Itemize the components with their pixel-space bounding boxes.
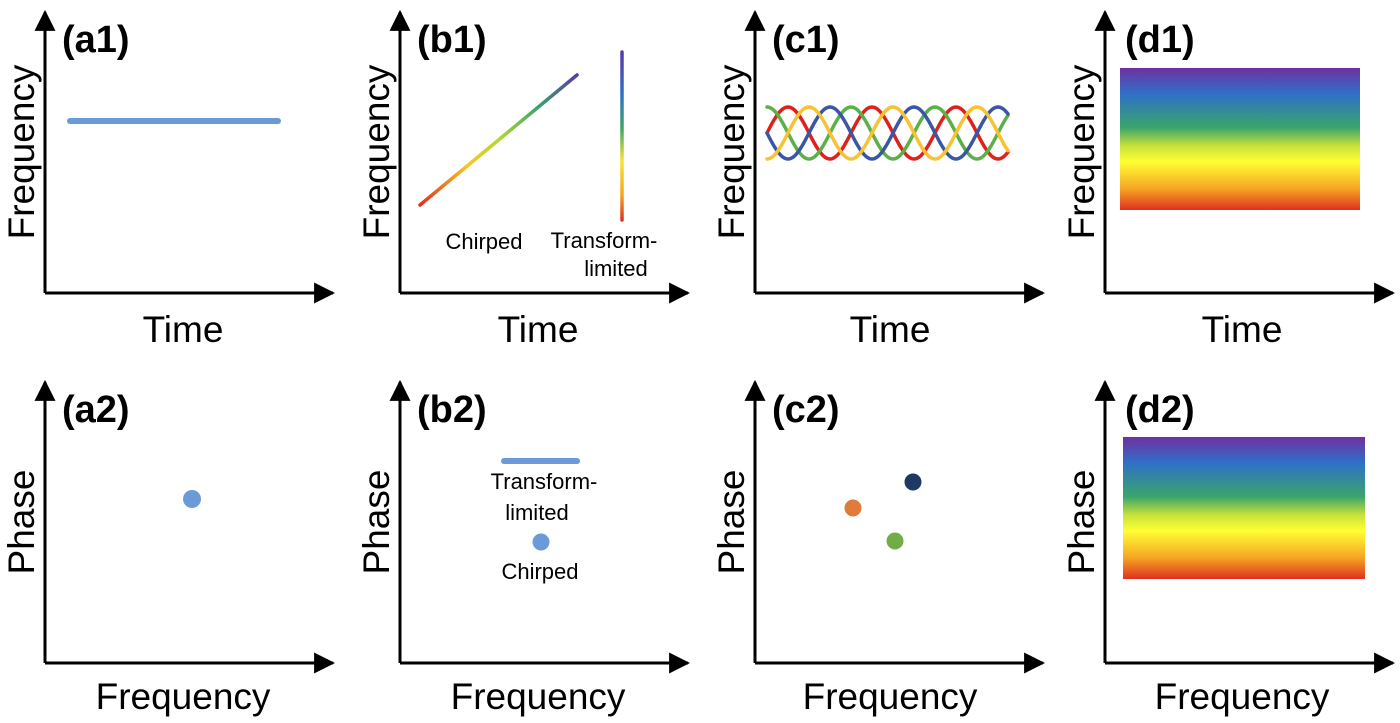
d2-x-axis-title: Frequency — [1155, 676, 1330, 717]
c1-blue-wave — [765, 105, 1010, 161]
c1-x-axis-title: Time — [850, 309, 931, 350]
c1-panel-label: (c1) — [772, 19, 840, 61]
c2-y-axis-title: Phase — [711, 470, 752, 575]
b2-chirped-annotation: Chirped — [501, 559, 578, 584]
c2-panel-label: (c2) — [772, 389, 840, 431]
a2-phase-point — [183, 490, 201, 508]
d2-panel-label: (d2) — [1125, 389, 1195, 431]
c1-green-wave — [765, 105, 1010, 161]
b2-x-axis-title: Frequency — [451, 676, 626, 717]
c2-x-axis-title: Frequency — [803, 676, 978, 717]
b1-chirped-sweep-line — [418, 73, 579, 207]
b1-y-axis-title: Frequency — [356, 64, 397, 239]
a2-x-axis-title: Frequency — [96, 676, 271, 717]
c1-red-wave — [765, 105, 1010, 161]
c1-yellow-wave — [765, 105, 1010, 161]
b2-y-axis-title: Phase — [356, 470, 397, 575]
b1-transform-limited-annotation-line1: Transform- — [551, 228, 658, 253]
b2-panel-label: (b2) — [417, 389, 487, 431]
d1-y-axis-title: Frequency — [1061, 64, 1102, 239]
a1-panel-label: (a1) — [62, 19, 130, 61]
b2-transform-limited-annotation-line1: Transform- — [491, 469, 598, 494]
c1-wave-group — [765, 105, 1010, 161]
d1-x-axis-title: Time — [1202, 309, 1283, 350]
a2-panel-label: (a2) — [62, 389, 130, 431]
panel-a2: (a2) Phase Frequency — [1, 379, 336, 717]
b1-panel-label: (b1) — [417, 19, 487, 61]
c2-navy-phase-point — [904, 473, 922, 491]
b2-transform-limited-annotation-line2: limited — [505, 500, 569, 525]
d2-broadband-rainbow-block — [1123, 437, 1365, 579]
b2-chirped-phase-point — [532, 533, 550, 551]
b1-x-axis-title: Time — [498, 309, 579, 350]
b1-transform-limited-annotation-line2: limited — [584, 256, 648, 281]
c2-green-phase-point — [886, 532, 904, 550]
d2-y-axis-title: Phase — [1061, 470, 1102, 575]
a1-x-axis-title: Time — [143, 309, 224, 350]
b1-chirped-annotation: Chirped — [445, 229, 522, 254]
panel-d2: (d2) Phase Frequency — [1061, 379, 1396, 717]
a2-y-axis-title: Phase — [1, 470, 42, 575]
panel-d1: (d1) Frequency Time — [1061, 9, 1396, 350]
c1-y-axis-title: Frequency — [711, 64, 752, 239]
c2-orange-phase-point — [844, 499, 862, 517]
d1-panel-label: (d1) — [1125, 19, 1195, 61]
panel-a1: (a1) Frequency Time — [1, 9, 336, 350]
d1-broadband-rainbow-block — [1120, 68, 1360, 210]
panel-b1: (b1) Frequency Time Chirped Transform- l… — [356, 9, 691, 350]
panel-c1: (c1) Frequency Time — [711, 9, 1046, 350]
panel-b2: (b2) Phase Frequency Transform- limited … — [356, 379, 691, 717]
panel-c2: (c2) Phase Frequency — [711, 379, 1046, 717]
a1-y-axis-title: Frequency — [1, 64, 42, 239]
